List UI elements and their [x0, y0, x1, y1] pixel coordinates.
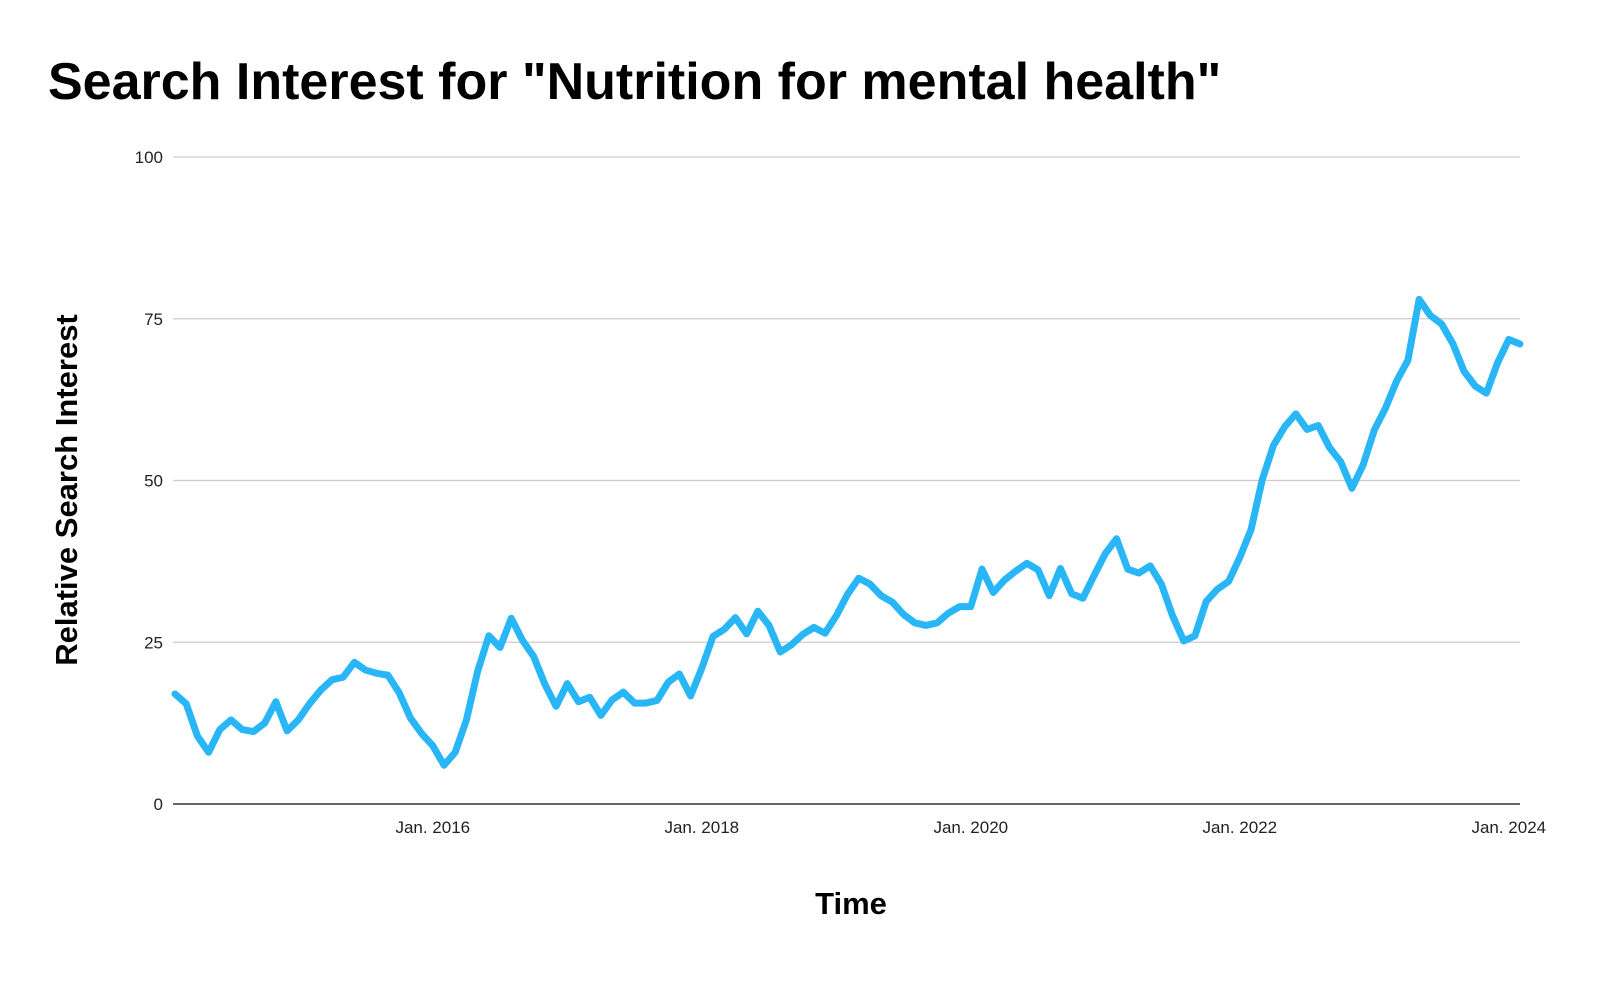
- series-line: [171, 295, 1524, 769]
- x-tick-label: Jan. 2016: [395, 818, 470, 837]
- x-tick-label: Jan. 2020: [933, 818, 1008, 837]
- x-tick-label: Jan. 2022: [1202, 818, 1277, 837]
- x-tick-labels: Jan. 2016 Jan. 2018 Jan. 2020 Jan. 2022 Jan.…: [395, 818, 1546, 837]
- y-tick-labels: 0 25 50 75 100: [135, 148, 163, 814]
- y-tick-label: 50: [144, 472, 163, 491]
- chart-title: Search Interest for "Nutrition for menta…: [48, 53, 1222, 111]
- x-tick-label: Jan. 2024: [1471, 818, 1546, 837]
- y-tick-label: 100: [135, 148, 163, 167]
- gridlines: [173, 156, 1520, 643]
- y-tick-label: 75: [144, 310, 163, 329]
- y-axis-label: Relative Search Interest: [49, 314, 84, 666]
- y-tick-label: 25: [144, 633, 163, 652]
- x-axis-label: Time: [815, 886, 887, 921]
- x-tick-label: Jan. 2018: [664, 818, 739, 837]
- series-group: [171, 295, 1524, 769]
- y-tick-label: 0: [154, 795, 163, 814]
